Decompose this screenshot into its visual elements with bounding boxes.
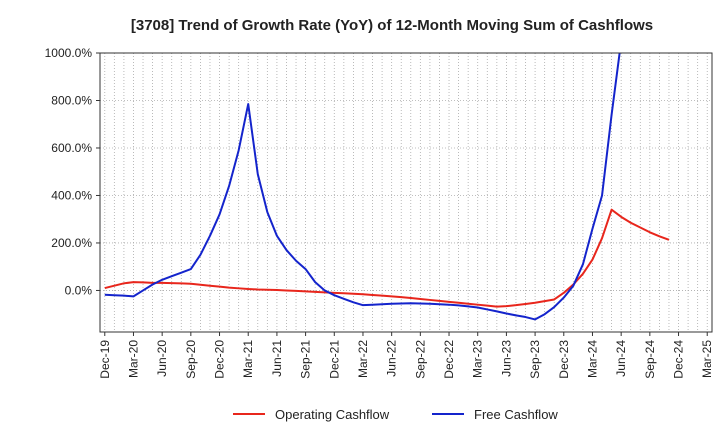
x-tick-label: Jun-20: [155, 340, 169, 377]
x-tick-label: Dec-19: [98, 340, 112, 379]
y-tick-label: 0.0%: [65, 283, 93, 297]
x-tick-label: Sep-21: [299, 340, 313, 379]
x-tick-label: Jun-23: [499, 340, 513, 377]
y-tick-label: 600.0%: [51, 141, 92, 155]
x-tick-label: Jun-21: [270, 340, 284, 377]
plot-area-border: [99, 52, 713, 333]
x-tick-label: Mar-24: [585, 340, 599, 378]
x-tick-label: Mar-21: [241, 340, 255, 378]
x-tick-label: Jun-22: [385, 340, 399, 377]
x-tick-label: Sep-23: [528, 340, 542, 379]
x-tick-label: Mar-23: [471, 340, 485, 378]
x-tick-label: Dec-24: [672, 340, 686, 379]
y-tick-label: 400.0%: [51, 188, 92, 202]
y-axis: 0.0% 200.0% 400.0% 600.0% 800.0% 1000.0%: [45, 46, 100, 297]
x-tick-label: Dec-21: [327, 340, 341, 379]
x-tick-label: Mar-22: [356, 340, 370, 378]
x-tick-label: Dec-20: [213, 340, 227, 379]
y-tick-label: 200.0%: [51, 236, 92, 250]
x-tick-label: Dec-22: [442, 340, 456, 379]
x-tick-label: Dec-23: [557, 340, 571, 379]
y-tick-label: 800.0%: [51, 93, 92, 107]
x-axis: Dec-19 Mar-20 Jun-20 Sep-20 Dec-20 Mar-21 Jun-…: [98, 332, 714, 379]
series-line-free-cashflow: [104, 53, 621, 321]
series-lines: [104, 53, 670, 321]
x-tick-label: Sep-20: [184, 340, 198, 379]
x-tick-label: Mar-20: [126, 340, 140, 378]
chart-title: [3708] Trend of Growth Rate (YoY) of 12-…: [131, 17, 653, 34]
x-tick-label: Jun-24: [614, 340, 628, 377]
grid: [100, 52, 712, 332]
y-tick-label: 1000.0%: [45, 46, 93, 60]
legend: Operating Cashflow Free Cashflow: [233, 407, 558, 422]
legend-label: Operating Cashflow: [275, 407, 390, 422]
x-tick-label: Sep-24: [643, 340, 657, 379]
x-tick-label: Sep-22: [413, 340, 427, 379]
legend-label: Free Cashflow: [474, 407, 558, 422]
x-tick-label: Mar-25: [700, 340, 714, 378]
